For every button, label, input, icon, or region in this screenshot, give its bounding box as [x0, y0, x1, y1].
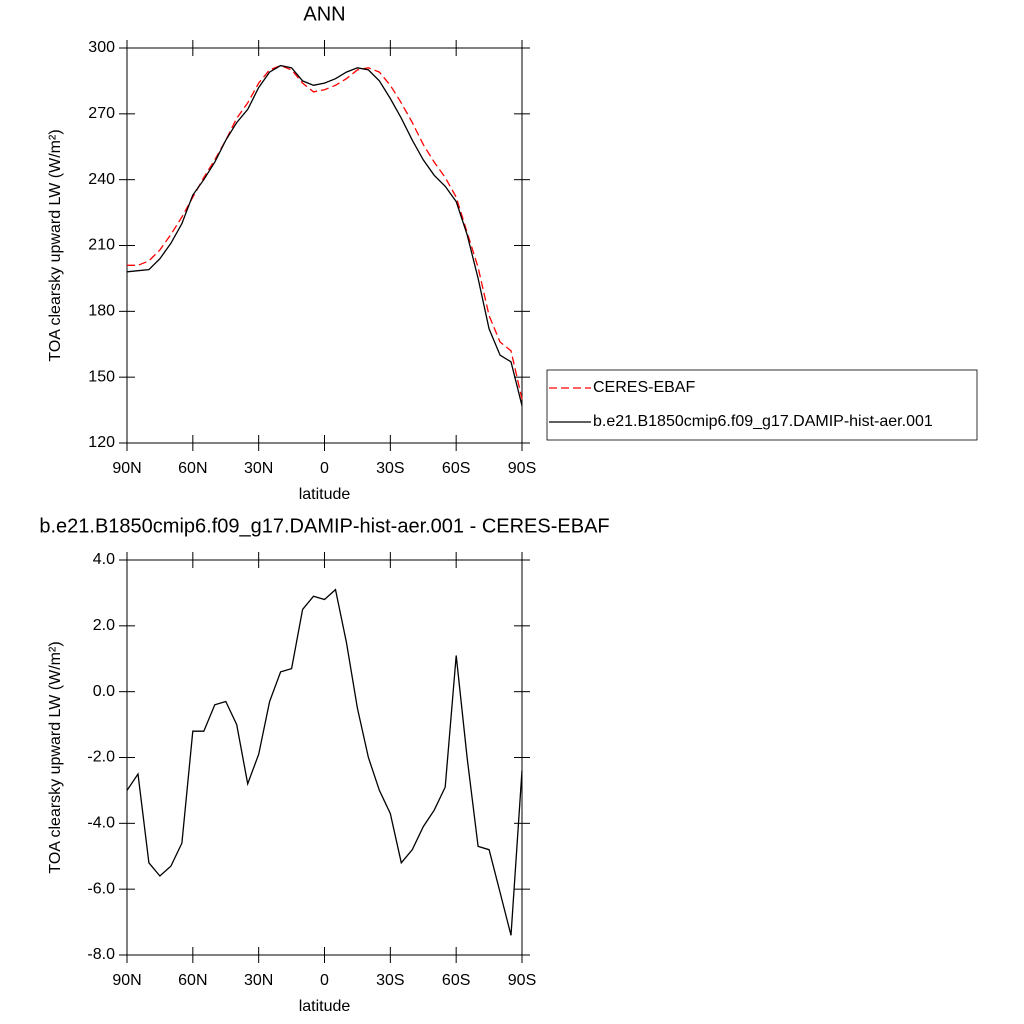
- y-tick-label: 2.0: [93, 617, 115, 634]
- x-tick-label: 30S: [376, 460, 404, 477]
- data-line: [126, 64, 523, 406]
- y-axis-label: TOA clearsky upward LW (W/m²): [47, 129, 64, 361]
- y-tick-label: 4.0: [93, 551, 115, 568]
- y-tick-label: 180: [88, 303, 115, 320]
- x-tick-label: 60N: [178, 460, 207, 477]
- legend-label: CERES-EBAF: [593, 379, 695, 396]
- y-tick-label: -8.0: [87, 946, 115, 963]
- y-tick-label: -2.0: [87, 749, 115, 766]
- x-axis-label: latitude: [299, 486, 351, 503]
- y-tick-label: 0.0: [93, 683, 115, 700]
- y-tick-label: 120: [88, 434, 115, 451]
- y-tick-label: -4.0: [87, 815, 115, 832]
- data-line: [126, 588, 523, 936]
- y-tick-label: 150: [88, 368, 115, 385]
- y-axis-label: TOA clearsky upward LW (W/m²): [47, 641, 64, 873]
- chart-title: ANN: [303, 3, 345, 25]
- x-tick-label: 30N: [244, 460, 273, 477]
- x-tick-label: 30S: [376, 972, 404, 989]
- x-tick-label: 60N: [178, 972, 207, 989]
- y-tick-label: -6.0: [87, 880, 115, 897]
- x-tick-label: 90S: [508, 972, 536, 989]
- x-tick-label: 90N: [112, 972, 141, 989]
- plot-frame: [126, 559, 523, 956]
- data-line: [127, 64, 523, 400]
- y-tick-label: 210: [88, 237, 115, 254]
- x-axis-label: latitude: [299, 998, 351, 1015]
- x-tick-label: 60S: [442, 460, 470, 477]
- x-tick-label: 0: [320, 972, 329, 989]
- legend-label: b.e21.B1850cmip6.f09_g17.DAMIP-hist-aer.…: [593, 413, 933, 430]
- x-tick-label: 0: [320, 460, 329, 477]
- y-tick-label: 300: [88, 39, 115, 56]
- x-tick-label: 60S: [442, 972, 470, 989]
- legend-box: [546, 369, 978, 441]
- x-tick-label: 90S: [508, 460, 536, 477]
- x-tick-label: 90N: [112, 460, 141, 477]
- y-tick-label: 270: [88, 105, 115, 122]
- chart-title: b.e21.B1850cmip6.f09_g17.DAMIP-hist-aer.…: [39, 515, 609, 537]
- plot-frame: [126, 47, 523, 444]
- y-tick-label: 240: [88, 171, 115, 188]
- x-tick-label: 30N: [244, 972, 273, 989]
